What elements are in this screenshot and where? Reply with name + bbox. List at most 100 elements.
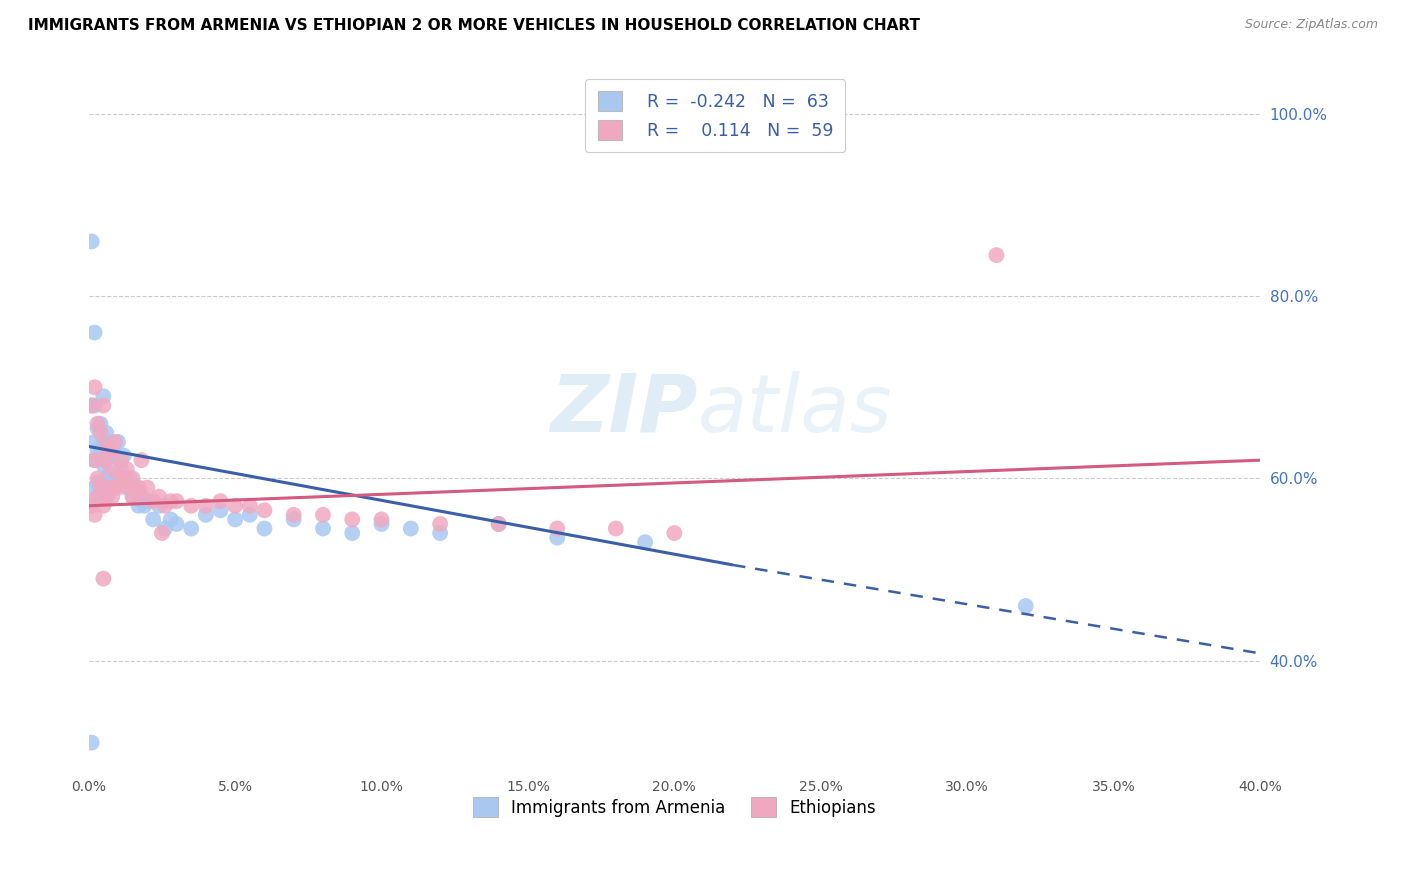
- Point: [83, 434, 105, 449]
- Point: [986, 248, 1008, 262]
- Point: [429, 526, 451, 541]
- Point: [80, 399, 103, 413]
- Point: [605, 522, 627, 536]
- Point: [80, 736, 103, 750]
- Point: [136, 481, 159, 495]
- Point: [134, 499, 156, 513]
- Point: [101, 475, 124, 490]
- Point: [121, 490, 143, 504]
- Point: [209, 503, 232, 517]
- Point: [153, 522, 176, 536]
- Point: [83, 380, 105, 394]
- Point: [104, 481, 127, 495]
- Point: [239, 499, 262, 513]
- Point: [124, 481, 146, 495]
- Point: [148, 490, 170, 504]
- Point: [118, 471, 141, 485]
- Point: [93, 572, 115, 586]
- Point: [96, 440, 118, 454]
- Text: ZIP: ZIP: [550, 371, 697, 449]
- Point: [1015, 599, 1038, 613]
- Point: [86, 490, 108, 504]
- Point: [93, 453, 115, 467]
- Point: [104, 481, 127, 495]
- Point: [115, 481, 138, 495]
- Point: [98, 444, 121, 458]
- Point: [98, 444, 121, 458]
- Point: [96, 425, 118, 440]
- Point: [121, 490, 143, 504]
- Point: [93, 434, 115, 449]
- Point: [312, 522, 335, 536]
- Text: atlas: atlas: [697, 371, 893, 449]
- Point: [96, 471, 118, 485]
- Point: [98, 485, 121, 500]
- Point: [80, 235, 103, 249]
- Point: [83, 481, 105, 495]
- Point: [342, 512, 364, 526]
- Point: [83, 399, 105, 413]
- Point: [107, 434, 129, 449]
- Point: [370, 512, 392, 526]
- Point: [546, 522, 568, 536]
- Point: [98, 467, 121, 481]
- Point: [110, 453, 132, 467]
- Point: [86, 471, 108, 485]
- Point: [107, 471, 129, 485]
- Point: [107, 481, 129, 495]
- Point: [112, 475, 135, 490]
- Point: [283, 508, 305, 522]
- Point: [148, 499, 170, 513]
- Point: [429, 516, 451, 531]
- Point: [112, 471, 135, 485]
- Point: [634, 535, 657, 549]
- Point: [89, 425, 111, 440]
- Point: [150, 526, 173, 541]
- Point: [93, 499, 115, 513]
- Point: [83, 453, 105, 467]
- Point: [98, 434, 121, 449]
- Point: [124, 481, 146, 495]
- Point: [342, 526, 364, 541]
- Point: [83, 508, 105, 522]
- Point: [128, 481, 150, 495]
- Point: [488, 516, 510, 531]
- Point: [83, 453, 105, 467]
- Point: [166, 494, 188, 508]
- Point: [224, 512, 246, 526]
- Point: [153, 499, 176, 513]
- Point: [142, 494, 165, 508]
- Point: [104, 449, 127, 463]
- Point: [80, 399, 103, 413]
- Point: [96, 453, 118, 467]
- Point: [194, 499, 217, 513]
- Point: [194, 508, 217, 522]
- Point: [121, 471, 143, 485]
- Point: [101, 490, 124, 504]
- Point: [239, 508, 262, 522]
- Point: [93, 490, 115, 504]
- Point: [93, 458, 115, 472]
- Point: [664, 526, 686, 541]
- Point: [101, 462, 124, 476]
- Point: [118, 481, 141, 495]
- Point: [89, 481, 111, 495]
- Point: [166, 516, 188, 531]
- Point: [104, 434, 127, 449]
- Point: [488, 516, 510, 531]
- Point: [370, 516, 392, 531]
- Point: [93, 389, 115, 403]
- Point: [136, 494, 159, 508]
- Point: [93, 399, 115, 413]
- Point: [110, 471, 132, 485]
- Point: [312, 508, 335, 522]
- Point: [110, 462, 132, 476]
- Point: [89, 449, 111, 463]
- Point: [131, 490, 153, 504]
- Point: [159, 494, 181, 508]
- Point: [209, 494, 232, 508]
- Point: [180, 522, 202, 536]
- Point: [83, 326, 105, 340]
- Point: [86, 475, 108, 490]
- Point: [159, 512, 181, 526]
